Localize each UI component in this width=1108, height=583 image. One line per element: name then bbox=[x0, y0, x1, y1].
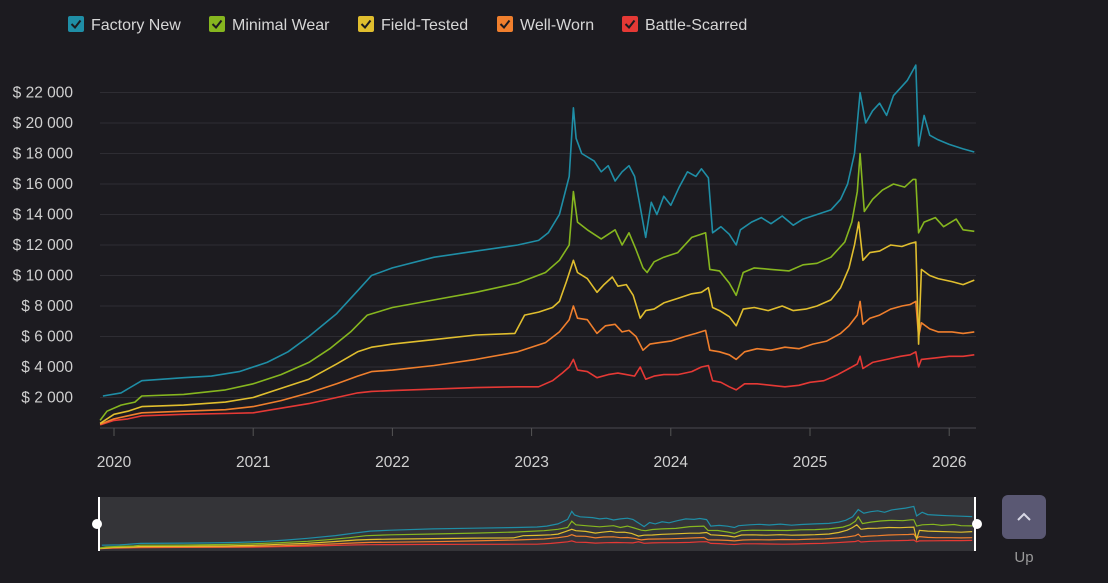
checkmark-icon bbox=[624, 19, 636, 30]
x-tick-label: 2022 bbox=[375, 454, 409, 471]
legend-checkbox[interactable] bbox=[497, 16, 513, 32]
scroll-up-button[interactable] bbox=[1002, 495, 1046, 539]
y-tick-label: $ 16 000 bbox=[13, 176, 74, 193]
navigator-right-handle[interactable] bbox=[972, 519, 982, 529]
series-line-field-tested bbox=[99, 221, 975, 425]
legend-item-battle-scarred[interactable]: Battle-Scarred bbox=[622, 16, 747, 34]
y-tick-label: $ 2 000 bbox=[21, 390, 73, 407]
y-tick-label: $ 14 000 bbox=[13, 207, 74, 224]
navigator-left-handle[interactable] bbox=[92, 519, 102, 529]
up-label: Up bbox=[1014, 549, 1034, 566]
legend-label: Field-Tested bbox=[381, 17, 468, 34]
x-tick-label: 2025 bbox=[793, 454, 827, 471]
legend-checkbox[interactable] bbox=[209, 16, 225, 32]
legend-item-field-tested[interactable]: Field-Tested bbox=[358, 16, 468, 34]
checkmark-icon bbox=[70, 19, 82, 30]
checkmark-icon bbox=[360, 19, 372, 30]
navigator-series-line bbox=[98, 524, 973, 550]
y-tick-label: $ 12 000 bbox=[13, 237, 74, 254]
series-line-well-worn bbox=[99, 300, 975, 425]
x-tick-label: 2021 bbox=[236, 454, 270, 471]
y-tick-label: $ 20 000 bbox=[13, 115, 74, 132]
legend-checkbox[interactable] bbox=[622, 16, 638, 32]
x-tick-label: 2024 bbox=[654, 454, 689, 471]
x-tick-label: 2020 bbox=[97, 454, 132, 471]
y-tick-label: $ 22 000 bbox=[13, 85, 74, 102]
legend-checkbox[interactable] bbox=[68, 16, 84, 32]
legend-label: Well-Worn bbox=[520, 17, 594, 34]
series-line-battle-scarred bbox=[99, 351, 975, 426]
y-tick-label: $ 8 000 bbox=[21, 298, 73, 315]
x-tick-label: 2026 bbox=[932, 454, 966, 471]
y-tick-label: $ 18 000 bbox=[13, 146, 74, 163]
legend-item-minimal-wear[interactable]: Minimal Wear bbox=[209, 16, 330, 34]
navigator-series-line bbox=[98, 533, 973, 550]
checkmark-icon bbox=[499, 19, 511, 30]
legend-item-well-worn[interactable]: Well-Worn bbox=[497, 16, 594, 34]
legend-label: Minimal Wear bbox=[232, 17, 330, 34]
checkmark-icon bbox=[211, 19, 223, 30]
navigator-series-line bbox=[98, 539, 973, 550]
series-line-minimal-wear bbox=[99, 152, 975, 421]
legend-checkbox[interactable] bbox=[358, 16, 374, 32]
chevron-up-icon bbox=[1017, 512, 1031, 521]
x-tick-label: 2023 bbox=[514, 454, 548, 471]
y-tick-label: $ 10 000 bbox=[13, 268, 74, 285]
legend-label: Battle-Scarred bbox=[645, 17, 747, 34]
navigator-series-line bbox=[101, 505, 973, 546]
series-line-factory-new bbox=[102, 64, 975, 397]
legend-item-factory-new[interactable]: Factory New bbox=[68, 16, 181, 34]
y-tick-label: $ 6 000 bbox=[21, 329, 73, 346]
navigator-series-line bbox=[98, 515, 973, 549]
legend-label: Factory New bbox=[91, 17, 181, 34]
y-tick-label: $ 4 000 bbox=[21, 359, 73, 376]
